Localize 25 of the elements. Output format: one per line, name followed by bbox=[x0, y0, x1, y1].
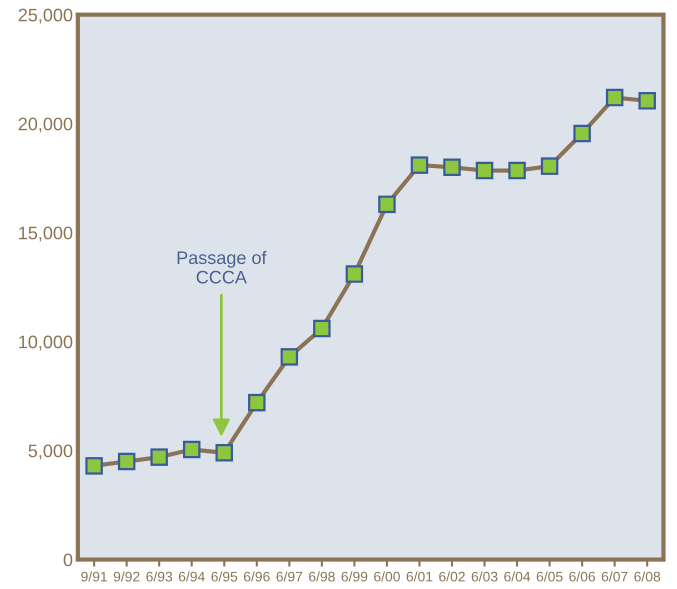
y-tick-label: 0 bbox=[64, 553, 72, 566]
y-tick-label: 10,000 bbox=[19, 336, 72, 350]
x-tick-label: 6/96 bbox=[244, 571, 270, 582]
annotation: Passage of CCCA bbox=[178, 250, 267, 284]
x-tick-label: 6/01 bbox=[406, 571, 432, 582]
x-tick-label: 6/05 bbox=[536, 571, 563, 582]
x-tick-label: 6/95 bbox=[211, 571, 238, 582]
y-tick-label: 25,000 bbox=[18, 8, 72, 24]
x-tick-label: 6/97 bbox=[276, 571, 302, 582]
y-tick-label: 20,000 bbox=[18, 118, 72, 133]
x-tick-label: 6/08 bbox=[634, 571, 660, 582]
x-tick-label: 6/94 bbox=[178, 571, 205, 582]
y-tick-label: 5,000 bbox=[28, 444, 72, 460]
x-tick-label: 9/91 bbox=[81, 571, 107, 582]
x-tick-label: 6/06 bbox=[569, 571, 596, 582]
x-tick-label: 9/92 bbox=[114, 571, 140, 582]
x-tick-label: 6/03 bbox=[472, 571, 498, 582]
x-tick-label: 6/07 bbox=[602, 571, 628, 582]
y-tick-label: 15,000 bbox=[19, 226, 72, 242]
x-tick-label: 6/98 bbox=[309, 571, 335, 582]
x-tick-label: 6/00 bbox=[374, 571, 400, 582]
x-tick-label: 6/02 bbox=[439, 571, 465, 582]
x-tick-label: 6/99 bbox=[342, 571, 368, 582]
x-tick-label: 6/93 bbox=[146, 571, 172, 582]
x-tick-label: 6/04 bbox=[504, 571, 530, 582]
